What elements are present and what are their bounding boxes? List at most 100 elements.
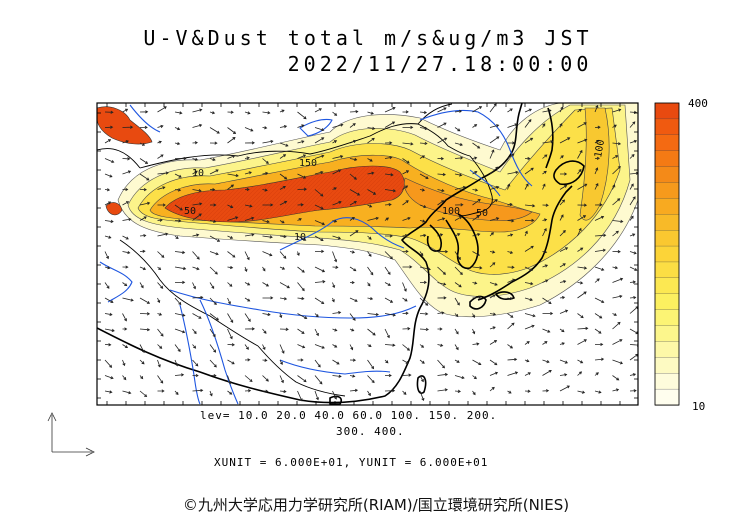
wind-arrow [157,251,165,258]
wind-arrow [209,157,216,161]
wind-arrow [367,312,379,317]
wind-arrow [437,388,448,392]
wind-arrow [192,359,199,367]
contour-label: 100 [593,139,607,159]
wind-arrow [542,279,549,283]
wind-arrow [577,326,589,331]
wind-arrow [524,137,534,144]
wind-arrow [122,201,130,206]
wind-arrow [332,200,342,206]
wind-arrow [524,108,533,113]
wind-arrow [577,266,588,270]
wind-arrow [489,282,498,286]
wind-arrow [122,187,129,192]
wind-arrow [332,219,338,223]
wind-arrow [384,156,393,160]
wind-arrow [612,294,623,299]
wind-arrow [192,282,196,290]
wind-arrow [542,218,548,222]
wind-arrow [402,297,408,302]
wind-arrow [437,311,445,315]
wind-arrow [297,173,307,179]
wind-arrow [279,359,283,366]
wind-arrow [542,250,548,254]
wind-arrow [612,165,621,175]
wind-arrow [192,313,202,319]
wind-arrow [139,344,145,354]
wind-arrow [139,266,147,271]
wind-arrow [419,141,428,146]
wind-arrow [612,359,623,365]
wind-arrow [139,216,147,221]
wind-arrow [577,227,582,237]
wind-arrow [227,110,234,114]
wind-arrow [122,327,128,331]
wind-arrow [349,173,357,180]
wind-arrow [402,265,413,269]
wind-arrow [279,327,289,331]
wind-arrow [542,297,552,305]
wind-arrow [454,156,464,160]
wind-arrow [209,187,216,192]
wind-arrow [577,313,584,319]
wind-arrow [104,266,111,270]
wind-arrow [244,375,253,383]
wind-arrow [262,312,271,317]
wind-arrow [437,217,446,221]
wind-arrow [594,357,605,361]
wind-arrow [332,155,344,159]
wind-arrow [385,234,393,238]
wind-arrow [559,137,571,144]
wind-arrow [244,313,251,322]
wind-arrow [524,313,536,318]
wind-arrow [262,220,270,224]
wind-arrow [174,390,179,395]
wind-arrow [157,171,169,175]
wind-arrow [227,343,235,347]
wind-arrow [367,266,374,276]
wind-arrow [594,390,602,394]
wind-arrow [454,185,467,190]
wind-arrow [122,297,134,302]
wind-arrow [349,388,359,393]
wind-arrow [262,171,269,175]
wind-arrow [454,297,460,306]
wind-arrow [524,183,529,190]
wind-arrow [629,280,636,284]
colorbar-segment [654,325,680,343]
wind-arrow [437,372,449,377]
wind-arrow [297,218,302,222]
contour-label: 50 [184,206,196,217]
wind-arrow [454,328,459,335]
wind-arrow [559,263,566,268]
wind-arrow [209,141,218,145]
wind-arrow [367,251,372,257]
wind-arrow [454,233,461,237]
wind-arrow [542,183,546,190]
dust-concentration-field [97,103,638,318]
wind-arrow [472,124,478,128]
wind-arrow [489,340,498,345]
wind-arrow [139,142,146,146]
wind-arrow [262,344,266,350]
wind-arrow [524,282,534,286]
wind-arrow [314,154,325,159]
wind-arrow [559,106,564,113]
wind-arrow [594,313,603,319]
wind-arrow [419,173,429,179]
wind-arrow [419,390,425,402]
wind-arrow [349,344,354,351]
river-amur [419,109,533,187]
wind-arrow [507,322,515,330]
wind-arrow [349,123,356,128]
wind-arrow [367,111,374,115]
wind-arrow [559,309,569,314]
wind-arrow [384,297,394,303]
wind-arrow [192,170,198,175]
wind-arrow [314,313,319,318]
wind-arrow [157,186,166,190]
colorbar-segment [654,261,680,279]
wind-arrow [297,124,305,128]
wind-arrow [454,282,462,288]
coast-japan-shikoku [495,291,515,300]
